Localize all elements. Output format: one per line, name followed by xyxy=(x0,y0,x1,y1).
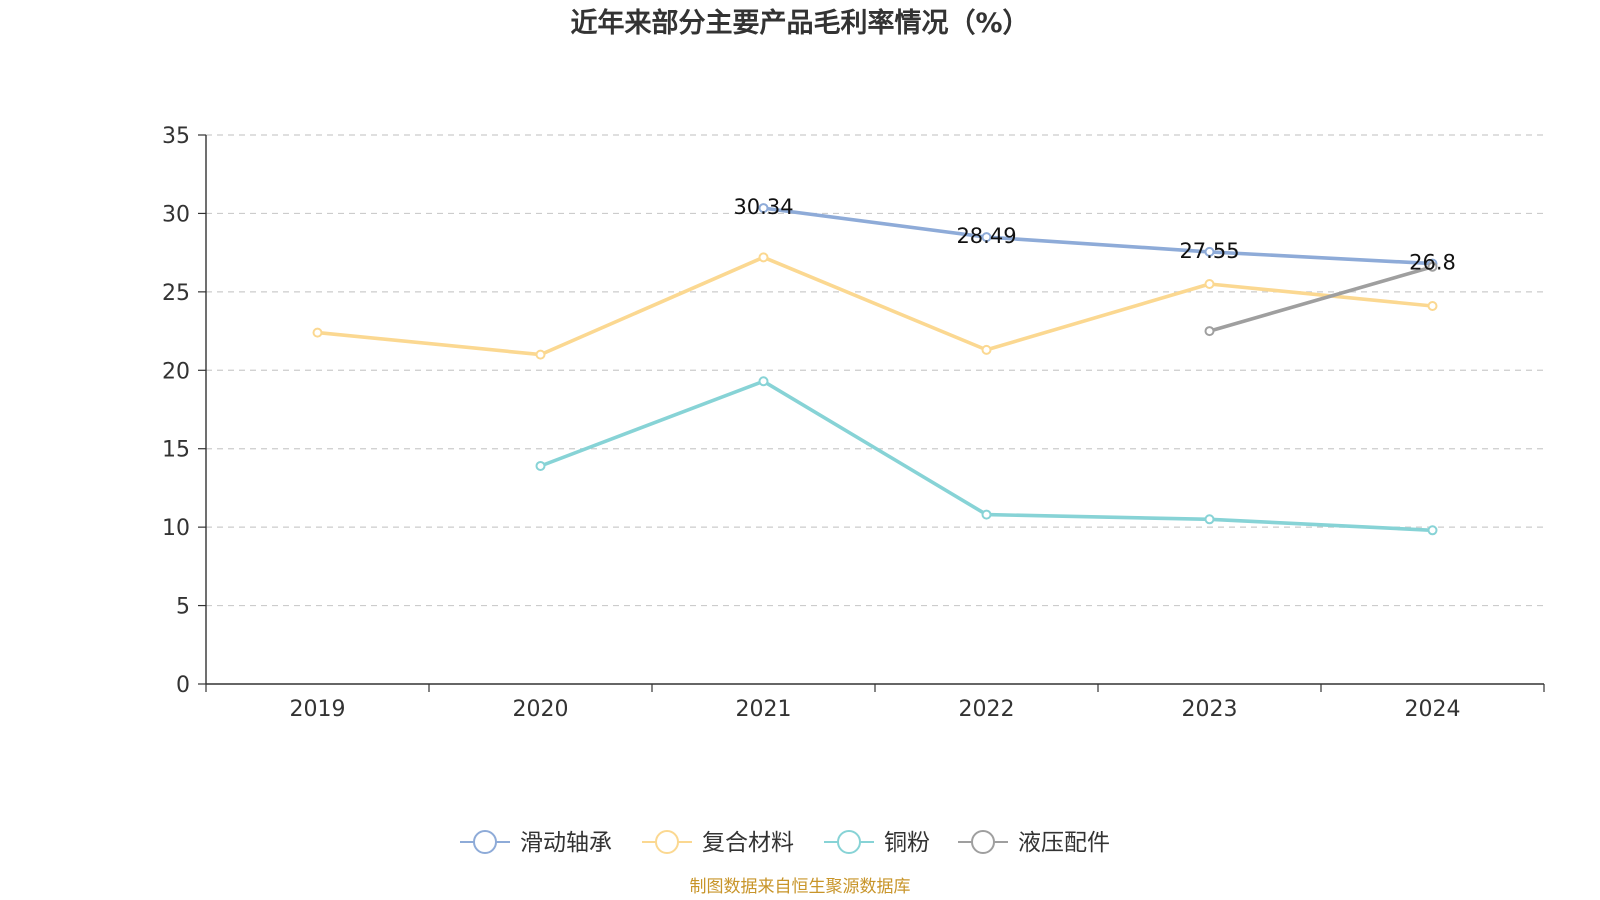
legend-item[interactable]: 液压配件 xyxy=(958,830,1110,856)
data-point[interactable] xyxy=(535,460,546,471)
x-tick-label: 2019 xyxy=(290,697,346,722)
data-label: 27.55 xyxy=(1179,239,1239,263)
x-tick-label: 2024 xyxy=(1405,697,1461,722)
legend-marker-icon xyxy=(655,830,679,854)
data-point[interactable] xyxy=(758,252,769,263)
y-tick-label: 15 xyxy=(162,438,190,463)
series-1 xyxy=(758,203,1438,269)
chart-title: 近年来部分主要产品毛利率情况（%） xyxy=(570,7,1029,39)
data-point[interactable] xyxy=(1204,279,1215,290)
legend-item[interactable]: 铜粉 xyxy=(824,830,930,856)
legend[interactable]: 滑动轴承 复合材料 铜粉 液压配件 xyxy=(460,830,1110,856)
axes: 0 5 10 15 20 25 30 35 2019 2020 2021 2022 2023 2024 xyxy=(162,124,1545,722)
y-tick-label: 10 xyxy=(162,516,190,541)
data-point[interactable] xyxy=(758,203,769,214)
series-3 xyxy=(535,376,1438,536)
data-label: 28.49 xyxy=(956,224,1016,248)
data-label: 30.34 xyxy=(733,195,793,219)
x-tick-label: 2020 xyxy=(513,697,569,722)
x-tick-label: 2023 xyxy=(1182,697,1238,722)
data-point[interactable] xyxy=(1204,514,1215,525)
grid-lines xyxy=(206,134,1544,607)
data-point[interactable] xyxy=(535,349,546,360)
y-tick-label: 35 xyxy=(162,124,190,149)
legend-marker-icon xyxy=(473,830,497,854)
series-4 xyxy=(1204,261,1438,337)
legend-label: 液压配件 xyxy=(1018,830,1110,856)
data-point[interactable] xyxy=(758,376,769,387)
y-tick-label: 25 xyxy=(162,281,190,306)
legend-label: 滑动轴承 xyxy=(520,830,612,856)
y-tick-label: 0 xyxy=(176,673,190,698)
series-2 xyxy=(312,252,1438,360)
y-tick-label: 20 xyxy=(162,359,190,384)
legend-label: 铜粉 xyxy=(884,830,930,856)
legend-item[interactable]: 滑动轴承 xyxy=(460,830,612,856)
series-line xyxy=(315,255,1435,357)
data-point[interactable] xyxy=(1204,326,1215,337)
data-label: 26.8 xyxy=(1409,251,1456,275)
legend-label: 复合材料 xyxy=(702,830,794,856)
data-point[interactable] xyxy=(981,344,992,355)
data-point[interactable] xyxy=(1427,525,1438,536)
data-labels: 30.34 28.49 27.55 26.8 xyxy=(733,195,1455,275)
data-point[interactable] xyxy=(1427,300,1438,311)
series-lines xyxy=(312,203,1438,536)
series-line xyxy=(761,206,1435,266)
data-source-note: 制图数据来自恒生聚源数据库 xyxy=(690,877,911,897)
series-line xyxy=(1207,264,1435,333)
y-tick-label: 5 xyxy=(176,595,190,620)
x-tick-label: 2022 xyxy=(959,697,1015,722)
x-tick-label: 2021 xyxy=(736,697,792,722)
legend-marker-icon xyxy=(971,830,995,854)
y-tick-label: 30 xyxy=(162,202,190,227)
legend-item[interactable]: 复合材料 xyxy=(642,830,794,856)
data-point[interactable] xyxy=(312,327,323,338)
series-line xyxy=(538,379,1435,533)
data-point[interactable] xyxy=(981,509,992,520)
data-point[interactable] xyxy=(981,232,992,243)
data-point[interactable] xyxy=(1204,246,1215,257)
data-point[interactable] xyxy=(1427,261,1438,272)
legend-marker-icon xyxy=(837,830,861,854)
